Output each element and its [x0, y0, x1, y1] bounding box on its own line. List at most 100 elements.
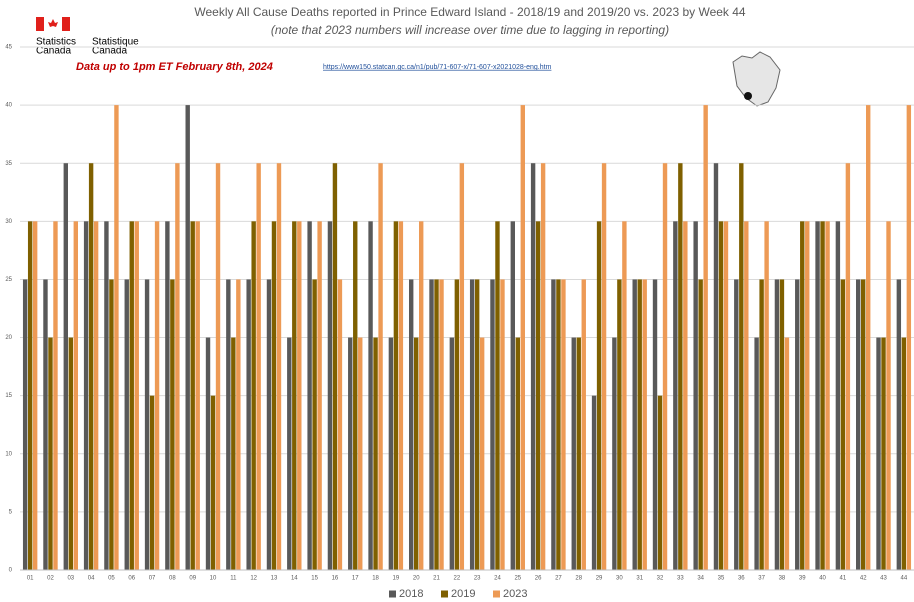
bar: [835, 221, 841, 571]
bar: [124, 279, 129, 570]
bar: [83, 221, 89, 571]
bar: [886, 221, 891, 571]
bar: [805, 221, 810, 571]
x-tick-label: 32: [657, 576, 664, 582]
bar: [312, 279, 317, 570]
x-tick-label: 35: [718, 576, 725, 582]
wolf-head: [732, 51, 781, 107]
bar: [266, 279, 272, 570]
bar: [642, 279, 647, 570]
legend-swatch: [389, 590, 396, 598]
x-tick-label: 04: [88, 576, 95, 582]
bar: [723, 221, 729, 571]
bar: [43, 279, 48, 570]
legend-swatch: [441, 590, 448, 598]
bar: [617, 279, 622, 570]
bar: [683, 221, 688, 571]
x-tick-label: 29: [596, 576, 603, 582]
x-tick-label: 37: [758, 576, 765, 582]
bar: [353, 221, 358, 571]
bar: [292, 221, 297, 571]
bar: [236, 279, 241, 570]
y-tick-label: 10: [5, 451, 12, 457]
y-tick-label: 5: [9, 509, 13, 515]
bar: [840, 279, 846, 570]
source-link[interactable]: https://www150.statcan.gc.ca/n1/pub/71-6…: [323, 64, 552, 71]
x-tick-label: 14: [291, 576, 298, 582]
x-tick-label: 31: [636, 576, 643, 582]
bar: [307, 221, 312, 571]
bar: [63, 163, 68, 570]
flag-bar: [36, 17, 44, 31]
bar: [114, 105, 119, 570]
y-tick-label: 20: [5, 335, 12, 341]
bar: [510, 221, 515, 571]
legend-label: 2019: [451, 588, 475, 600]
y-tick-label: 45: [5, 45, 12, 51]
bar: [332, 163, 338, 570]
bar: [195, 221, 200, 571]
maple-leaf: [48, 19, 58, 27]
bar: [581, 279, 586, 570]
bar: [231, 337, 236, 570]
logo-text: Canada: [36, 46, 71, 57]
bar: [718, 221, 724, 571]
bar: [795, 279, 800, 570]
bar: [32, 221, 38, 571]
bar: [439, 279, 444, 570]
bar: [373, 337, 378, 570]
bar: [540, 163, 546, 570]
logo-text: Canada: [92, 46, 127, 57]
x-tick-label: 10: [210, 576, 217, 582]
bar: [825, 221, 830, 571]
bar: [779, 279, 785, 570]
bar: [109, 279, 114, 570]
bar: [561, 279, 566, 570]
logo: Statistics Canada Statistique Canada: [36, 17, 139, 57]
x-tick-label: 11: [230, 576, 237, 582]
bar: [556, 279, 561, 570]
bar: [459, 163, 465, 570]
bar: [48, 337, 53, 570]
bar: [297, 221, 302, 571]
bar: [104, 221, 109, 571]
bar: [896, 279, 902, 570]
x-tick-label: 43: [880, 576, 887, 582]
x-tick-label: 09: [189, 576, 196, 582]
bar: [88, 163, 94, 570]
bar: [571, 337, 576, 570]
bar: [901, 337, 907, 570]
x-tick-label: 02: [47, 576, 54, 582]
bar: [226, 279, 231, 570]
bar: [703, 105, 708, 570]
bar: [327, 221, 333, 571]
y-tick-label: 30: [5, 219, 12, 225]
bar: [429, 279, 434, 570]
bar: [535, 221, 541, 571]
y-tick-label: 40: [5, 103, 12, 109]
bar: [678, 163, 683, 570]
bar: [693, 221, 698, 571]
x-tick-label: 21: [433, 576, 440, 582]
bar: [591, 395, 597, 570]
bar: [246, 279, 251, 570]
bar: [27, 221, 33, 571]
x-tick-label: 19: [393, 576, 400, 582]
bar: [861, 279, 866, 570]
bar: [744, 221, 749, 571]
bar: [419, 221, 424, 571]
x-tick-label: 30: [616, 576, 623, 582]
flag-bar: [62, 17, 70, 31]
bar: [93, 221, 99, 571]
bar: [276, 163, 282, 570]
x-tick-label: 26: [535, 576, 542, 582]
bar: [530, 163, 536, 570]
bar: [759, 279, 764, 570]
bar: [876, 337, 881, 570]
bar: [134, 221, 139, 571]
x-tick-label: 08: [169, 576, 176, 582]
x-tick-label: 05: [108, 576, 115, 582]
x-tick-label: 06: [128, 576, 135, 582]
x-tick-label: 23: [474, 576, 481, 582]
